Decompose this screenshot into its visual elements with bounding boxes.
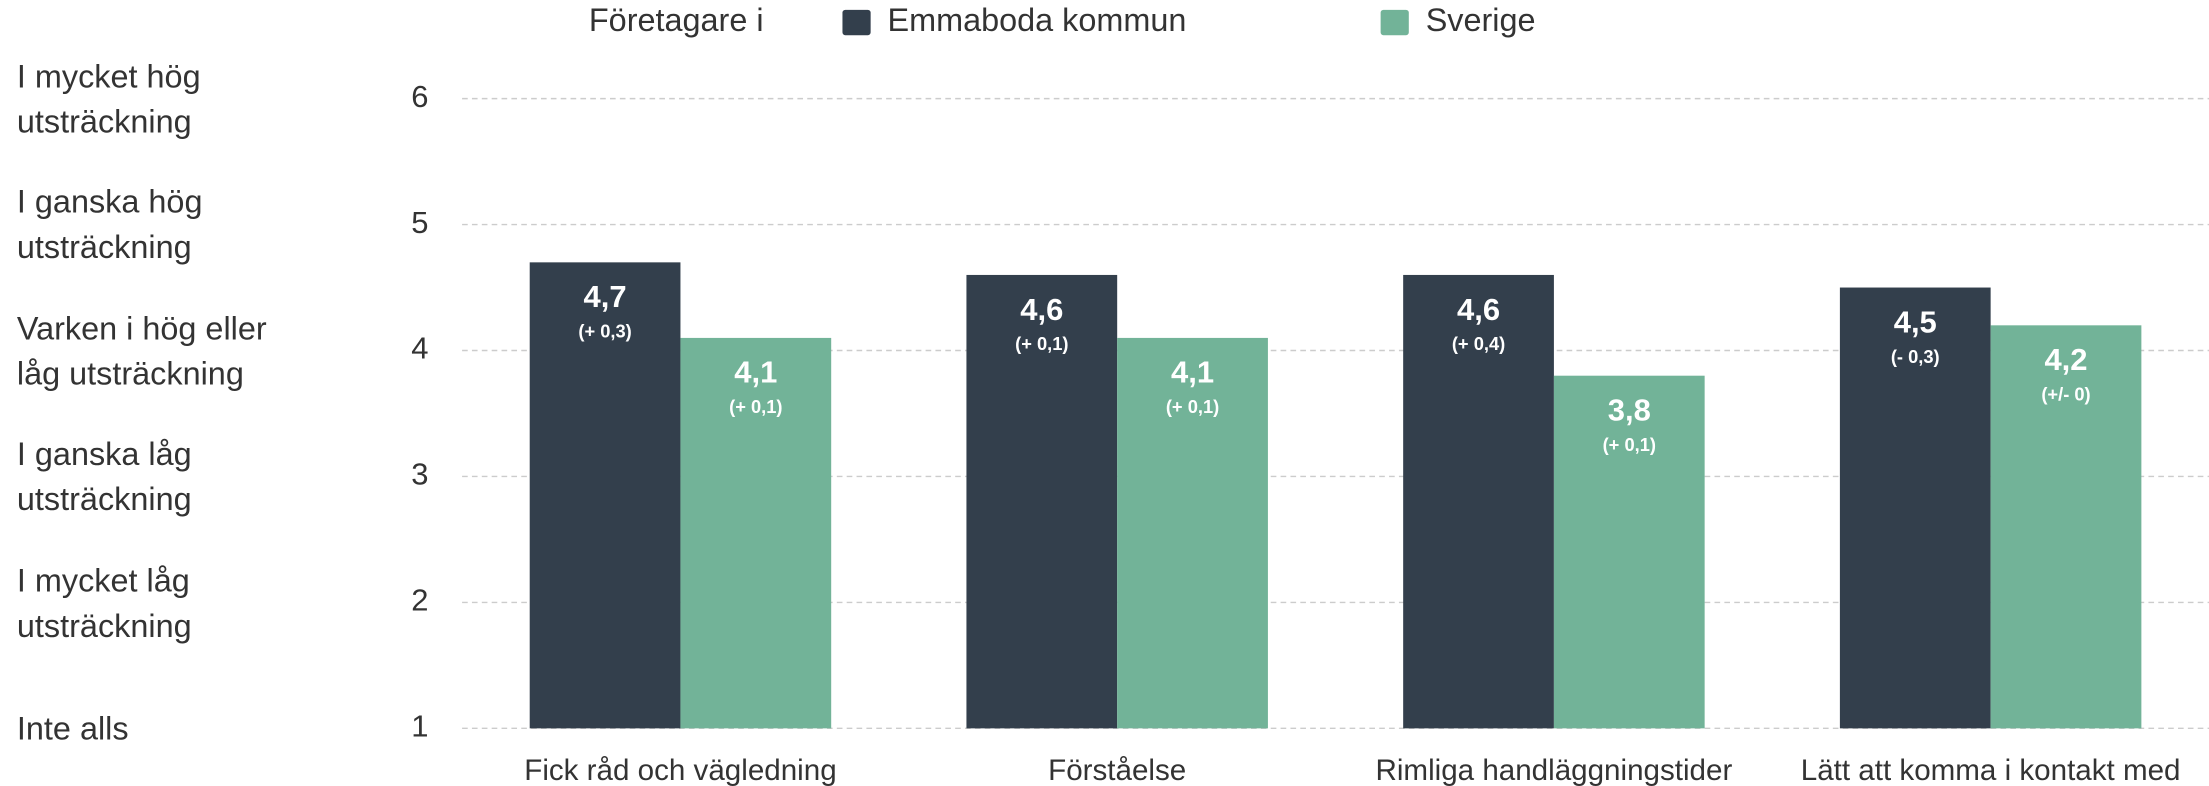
legend-swatch [1380,9,1409,36]
y-tick-label: 2 [411,583,428,618]
y-level-label: I ganska låg utsträckning [16,435,192,518]
x-tick-label: Rimliga handläggningstider [1376,754,1733,786]
value-label: 4,5 [1894,304,1937,339]
legend-title: Företagare i [589,2,764,38]
bar [1839,287,1991,729]
x-tick-label: Förståelse [1048,754,1186,786]
legend-label: Emmaboda kommun [888,2,1187,38]
y-tick-label: 4 [411,331,428,366]
bar [1553,375,1705,729]
value-label: 4,2 [2044,342,2087,377]
y-tick-label: 6 [411,79,428,114]
y-tick-label: 3 [411,457,428,492]
value-label: 4,1 [1171,355,1214,390]
change-label: (+ 0,3) [578,321,631,342]
x-tick-label: Lätt att komma i kontakt med [1801,754,2181,786]
legend-swatch [842,9,871,36]
x-tick-label: Fick råd och vägledning [524,754,836,786]
value-label: 4,1 [734,355,777,390]
bar [1117,337,1268,729]
change-label: (+ 0,1) [1603,434,1656,455]
y-tick-label: 1 [411,709,428,744]
y-level-label: Varken i hög eller låg utsträckning [16,309,267,392]
value-label: 4,6 [1457,292,1500,327]
y-level-label: I ganska hög utsträckning [16,183,203,266]
change-label: (+ 0,1) [1015,333,1068,354]
bar [1403,274,1554,729]
legend-label: Sverige [1426,2,1536,38]
value-label: 3,8 [1608,393,1651,428]
change-label: (- 0,3) [1891,346,1940,367]
bar [529,262,681,729]
bar [1990,325,2142,729]
change-label: (+ 0,1) [729,396,782,417]
value-label: 4,7 [584,279,627,314]
bar [680,337,832,729]
change-label: (+/- 0) [2041,384,2090,405]
y-level-label: I mycket hög utsträckning [16,57,201,140]
y-level-label: Inte alls [16,710,129,747]
y-tick-label: 5 [411,205,428,240]
value-label: 4,6 [1020,292,1063,327]
bar [966,274,1118,729]
y-level-label: I mycket låg utsträckning [16,561,192,644]
change-label: (+ 0,1) [1166,396,1219,417]
change-label: (+ 0,4) [1452,333,1505,354]
